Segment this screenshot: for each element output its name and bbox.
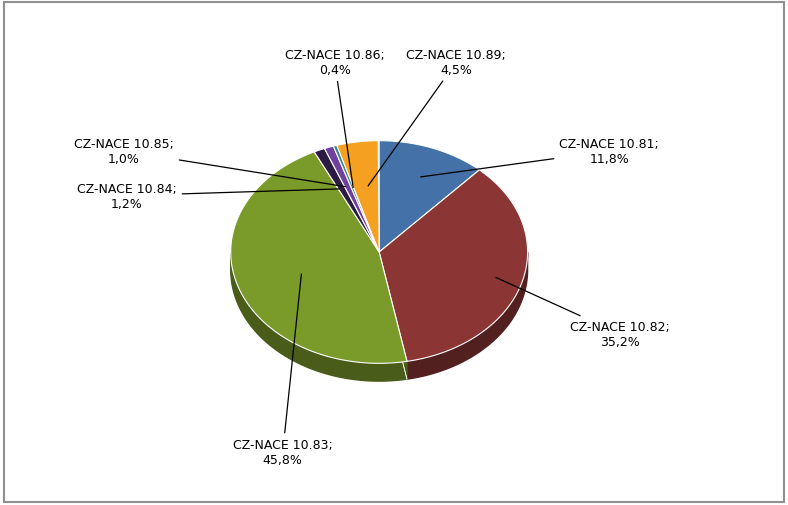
Polygon shape bbox=[336, 141, 379, 252]
Polygon shape bbox=[231, 254, 407, 381]
Text: CZ-NACE 10.89;
4,5%: CZ-NACE 10.89; 4,5% bbox=[368, 49, 506, 186]
Text: CZ-NACE 10.84;
1,2%: CZ-NACE 10.84; 1,2% bbox=[77, 182, 340, 210]
Text: CZ-NACE 10.82;
35,2%: CZ-NACE 10.82; 35,2% bbox=[496, 278, 670, 348]
Polygon shape bbox=[379, 171, 528, 362]
Text: CZ-NACE 10.86;
0,4%: CZ-NACE 10.86; 0,4% bbox=[284, 49, 385, 188]
Polygon shape bbox=[333, 146, 379, 252]
Text: CZ-NACE 10.81;
11,8%: CZ-NACE 10.81; 11,8% bbox=[421, 138, 659, 178]
Polygon shape bbox=[379, 141, 479, 252]
Polygon shape bbox=[407, 252, 528, 379]
Text: CZ-NACE 10.83;
45,8%: CZ-NACE 10.83; 45,8% bbox=[232, 275, 333, 467]
Polygon shape bbox=[231, 153, 407, 364]
Polygon shape bbox=[314, 149, 379, 252]
Text: CZ-NACE 10.85;
1,0%: CZ-NACE 10.85; 1,0% bbox=[74, 138, 345, 187]
Polygon shape bbox=[325, 147, 379, 252]
